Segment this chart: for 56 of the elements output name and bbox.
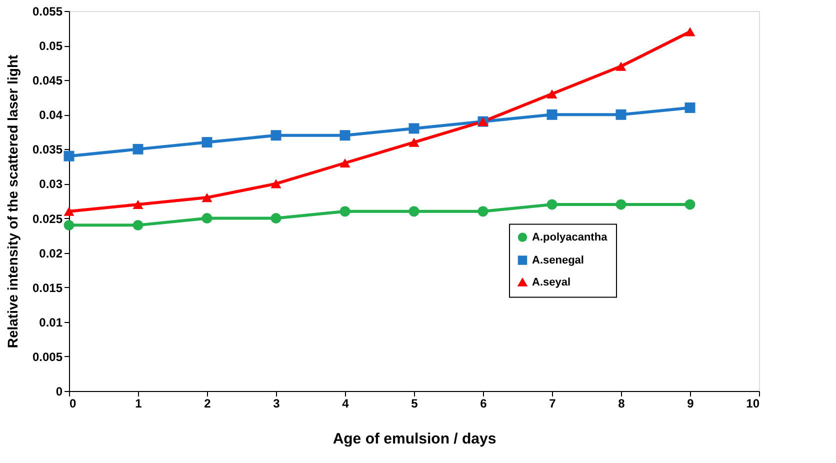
point: [408, 206, 420, 217]
x-axis-title: Age of emulsion / days: [332, 430, 496, 448]
y-tick-label: 0: [56, 384, 63, 398]
point: [478, 206, 488, 217]
point: [546, 199, 558, 210]
point: [132, 220, 144, 230]
y-tick-label: 0.025: [32, 212, 63, 226]
point: [64, 206, 74, 216]
point: [616, 62, 626, 71]
point: [616, 109, 626, 120]
y-tick-label: 0.035: [32, 142, 63, 157]
y-tick-label: 0.01: [39, 315, 63, 330]
y-tick-label: 0.055: [32, 4, 63, 18]
point: [684, 102, 696, 113]
x-tick-label: 3: [273, 396, 280, 410]
point: [64, 150, 74, 162]
x-tick-label: 6: [480, 396, 488, 410]
point: [202, 213, 212, 224]
point: [270, 179, 282, 188]
point: [408, 138, 420, 147]
x-tick-label: 10: [746, 396, 760, 410]
y-tick-label: 0.05: [39, 39, 63, 54]
point: [64, 220, 74, 230]
point: [132, 144, 144, 154]
y-axis-title: Relative intensity of the scattered laser light: [4, 54, 20, 348]
x-tick-label: 2: [204, 396, 212, 410]
legend-label: A.polyacantha: [532, 231, 608, 244]
legend-label: A.seyal: [532, 276, 571, 288]
y-tick-label: 0.03: [39, 177, 63, 192]
point: [684, 27, 696, 36]
point: [202, 137, 212, 148]
x-tick-label: 7: [549, 396, 556, 410]
y-tick-label: 0.02: [39, 246, 63, 260]
point: [202, 193, 212, 202]
x-tick-label: 5: [411, 396, 418, 410]
x-tick-label: 0: [70, 396, 76, 410]
x-tick-label: 9: [687, 396, 694, 410]
x-tick-label: 1: [135, 396, 142, 410]
y-tick-label: 0.005: [32, 350, 63, 364]
legend-label: A.senegal: [532, 254, 584, 266]
point: [132, 200, 144, 209]
point: [270, 213, 282, 224]
x-tick-label: 4: [342, 396, 350, 410]
point: [546, 109, 558, 120]
point: [340, 206, 350, 217]
y-tick-label: 0.015: [32, 280, 63, 295]
point: [546, 89, 558, 98]
y-tick-label: 0.04: [39, 108, 63, 122]
point: [408, 123, 420, 134]
point: [616, 199, 626, 210]
point: [340, 158, 350, 168]
point: [684, 199, 696, 210]
y-tick-label: 0.045: [32, 74, 63, 88]
x-tick-label: 8: [618, 396, 626, 410]
point: [340, 130, 350, 141]
point: [270, 130, 282, 141]
